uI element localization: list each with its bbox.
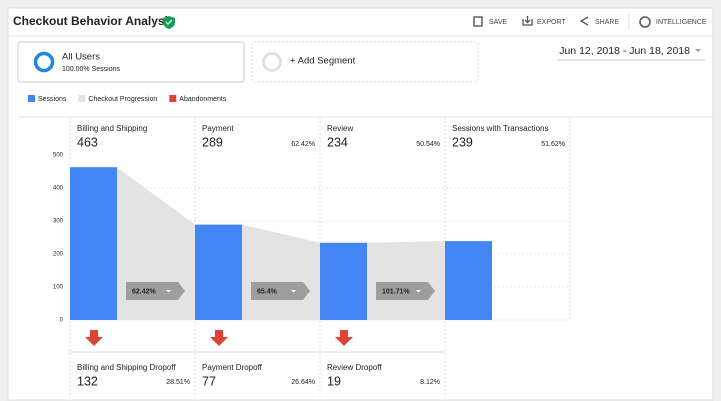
add-segment-ring: [262, 52, 282, 72]
legend-label: Abandonments: [179, 96, 227, 103]
step-sessions: 289: [202, 135, 223, 149]
dropoff-name: Payment Dropoff: [202, 363, 263, 372]
y-tick-label: 0: [60, 318, 64, 324]
date-caret[interactable]: [695, 49, 701, 52]
intelligence-icon[interactable]: [639, 16, 651, 28]
header-bg: [70, 118, 195, 156]
bar: [445, 241, 492, 320]
title: Checkout Behavior Analysis: [13, 14, 175, 28]
dropoff-value: 19: [327, 374, 341, 388]
add-segment-card[interactable]: [251, 41, 479, 83]
step-name: Review: [327, 124, 353, 133]
step-name: Payment: [202, 124, 234, 133]
dropoff-value: 132: [77, 374, 98, 388]
segment-detail: 100.00% Sessions: [62, 66, 120, 73]
dropoff-rate: 8.12%: [420, 379, 440, 386]
y-tick-label: 300: [53, 219, 64, 225]
step-rate: 50.54%: [416, 141, 440, 148]
intelligence-button[interactable]: INTELLIGENCE: [656, 19, 707, 26]
bar: [70, 167, 117, 320]
step-name: Billing and Shipping: [77, 124, 147, 133]
step-sessions: 239: [452, 135, 473, 149]
segment-name: All Users: [62, 52, 100, 63]
step-rate: 62.42%: [291, 141, 315, 148]
progression-label: 62.42%: [132, 288, 157, 295]
progression-arrow: [126, 282, 185, 300]
progression-area: [117, 167, 195, 320]
date-range[interactable]: Jun 12, 2018 - Jun 18, 2018: [559, 45, 690, 57]
dropoff-rate: 28.51%: [166, 379, 190, 386]
step-sessions: 234: [327, 135, 348, 149]
legend-swatch: [28, 95, 35, 102]
save-icon[interactable]: [473, 16, 483, 27]
step-name: Sessions with Transactions: [452, 124, 549, 133]
step-sessions: 463: [77, 135, 98, 149]
progression-arrow: [376, 282, 435, 300]
save-button[interactable]: SAVE: [489, 19, 507, 26]
progression-label: 65.4%: [257, 288, 278, 295]
export-icon[interactable]: [522, 16, 533, 26]
progression-label: 101.71%: [382, 288, 410, 295]
y-tick-label: 400: [53, 186, 64, 192]
bar: [320, 242, 367, 320]
header-bg: [445, 118, 570, 156]
abandon-arrow: [85, 330, 103, 346]
share-icon[interactable]: [579, 16, 589, 26]
share-button[interactable]: SHARE: [595, 19, 619, 26]
segment-card[interactable]: [17, 41, 245, 83]
legend-swatch: [78, 95, 86, 102]
bar: [195, 224, 242, 320]
abandon-arrow: [335, 330, 353, 346]
dropoff-name: Billing and Shipping Dropoff: [77, 363, 176, 372]
y-tick-label: 500: [53, 153, 64, 159]
legend-label: Sessions: [38, 96, 67, 103]
progression-caret: [416, 290, 421, 293]
dropoff-rate: 26.64%: [291, 379, 315, 386]
y-tick-label: 100: [53, 285, 64, 291]
header-bg: [195, 118, 320, 156]
segment-ring: [33, 51, 55, 73]
progression-caret: [166, 290, 171, 293]
check: [165, 19, 173, 25]
export-button[interactable]: EXPORT: [537, 19, 566, 26]
dropoff-name: Review Dropoff: [327, 363, 382, 372]
dropoff-value: 77: [202, 374, 216, 388]
progression-arrow: [251, 282, 310, 300]
y-tick-label: 200: [53, 252, 64, 258]
legend-swatch: [169, 95, 177, 102]
header-bg: [320, 118, 445, 156]
step-rate: 51.62%: [541, 141, 565, 148]
progression-caret: [291, 290, 296, 293]
abandon-arrow: [210, 330, 228, 346]
legend-label: Checkout Progression: [88, 96, 157, 103]
add-segment[interactable]: + Add Segment: [290, 56, 356, 67]
progression-area: [367, 241, 445, 320]
